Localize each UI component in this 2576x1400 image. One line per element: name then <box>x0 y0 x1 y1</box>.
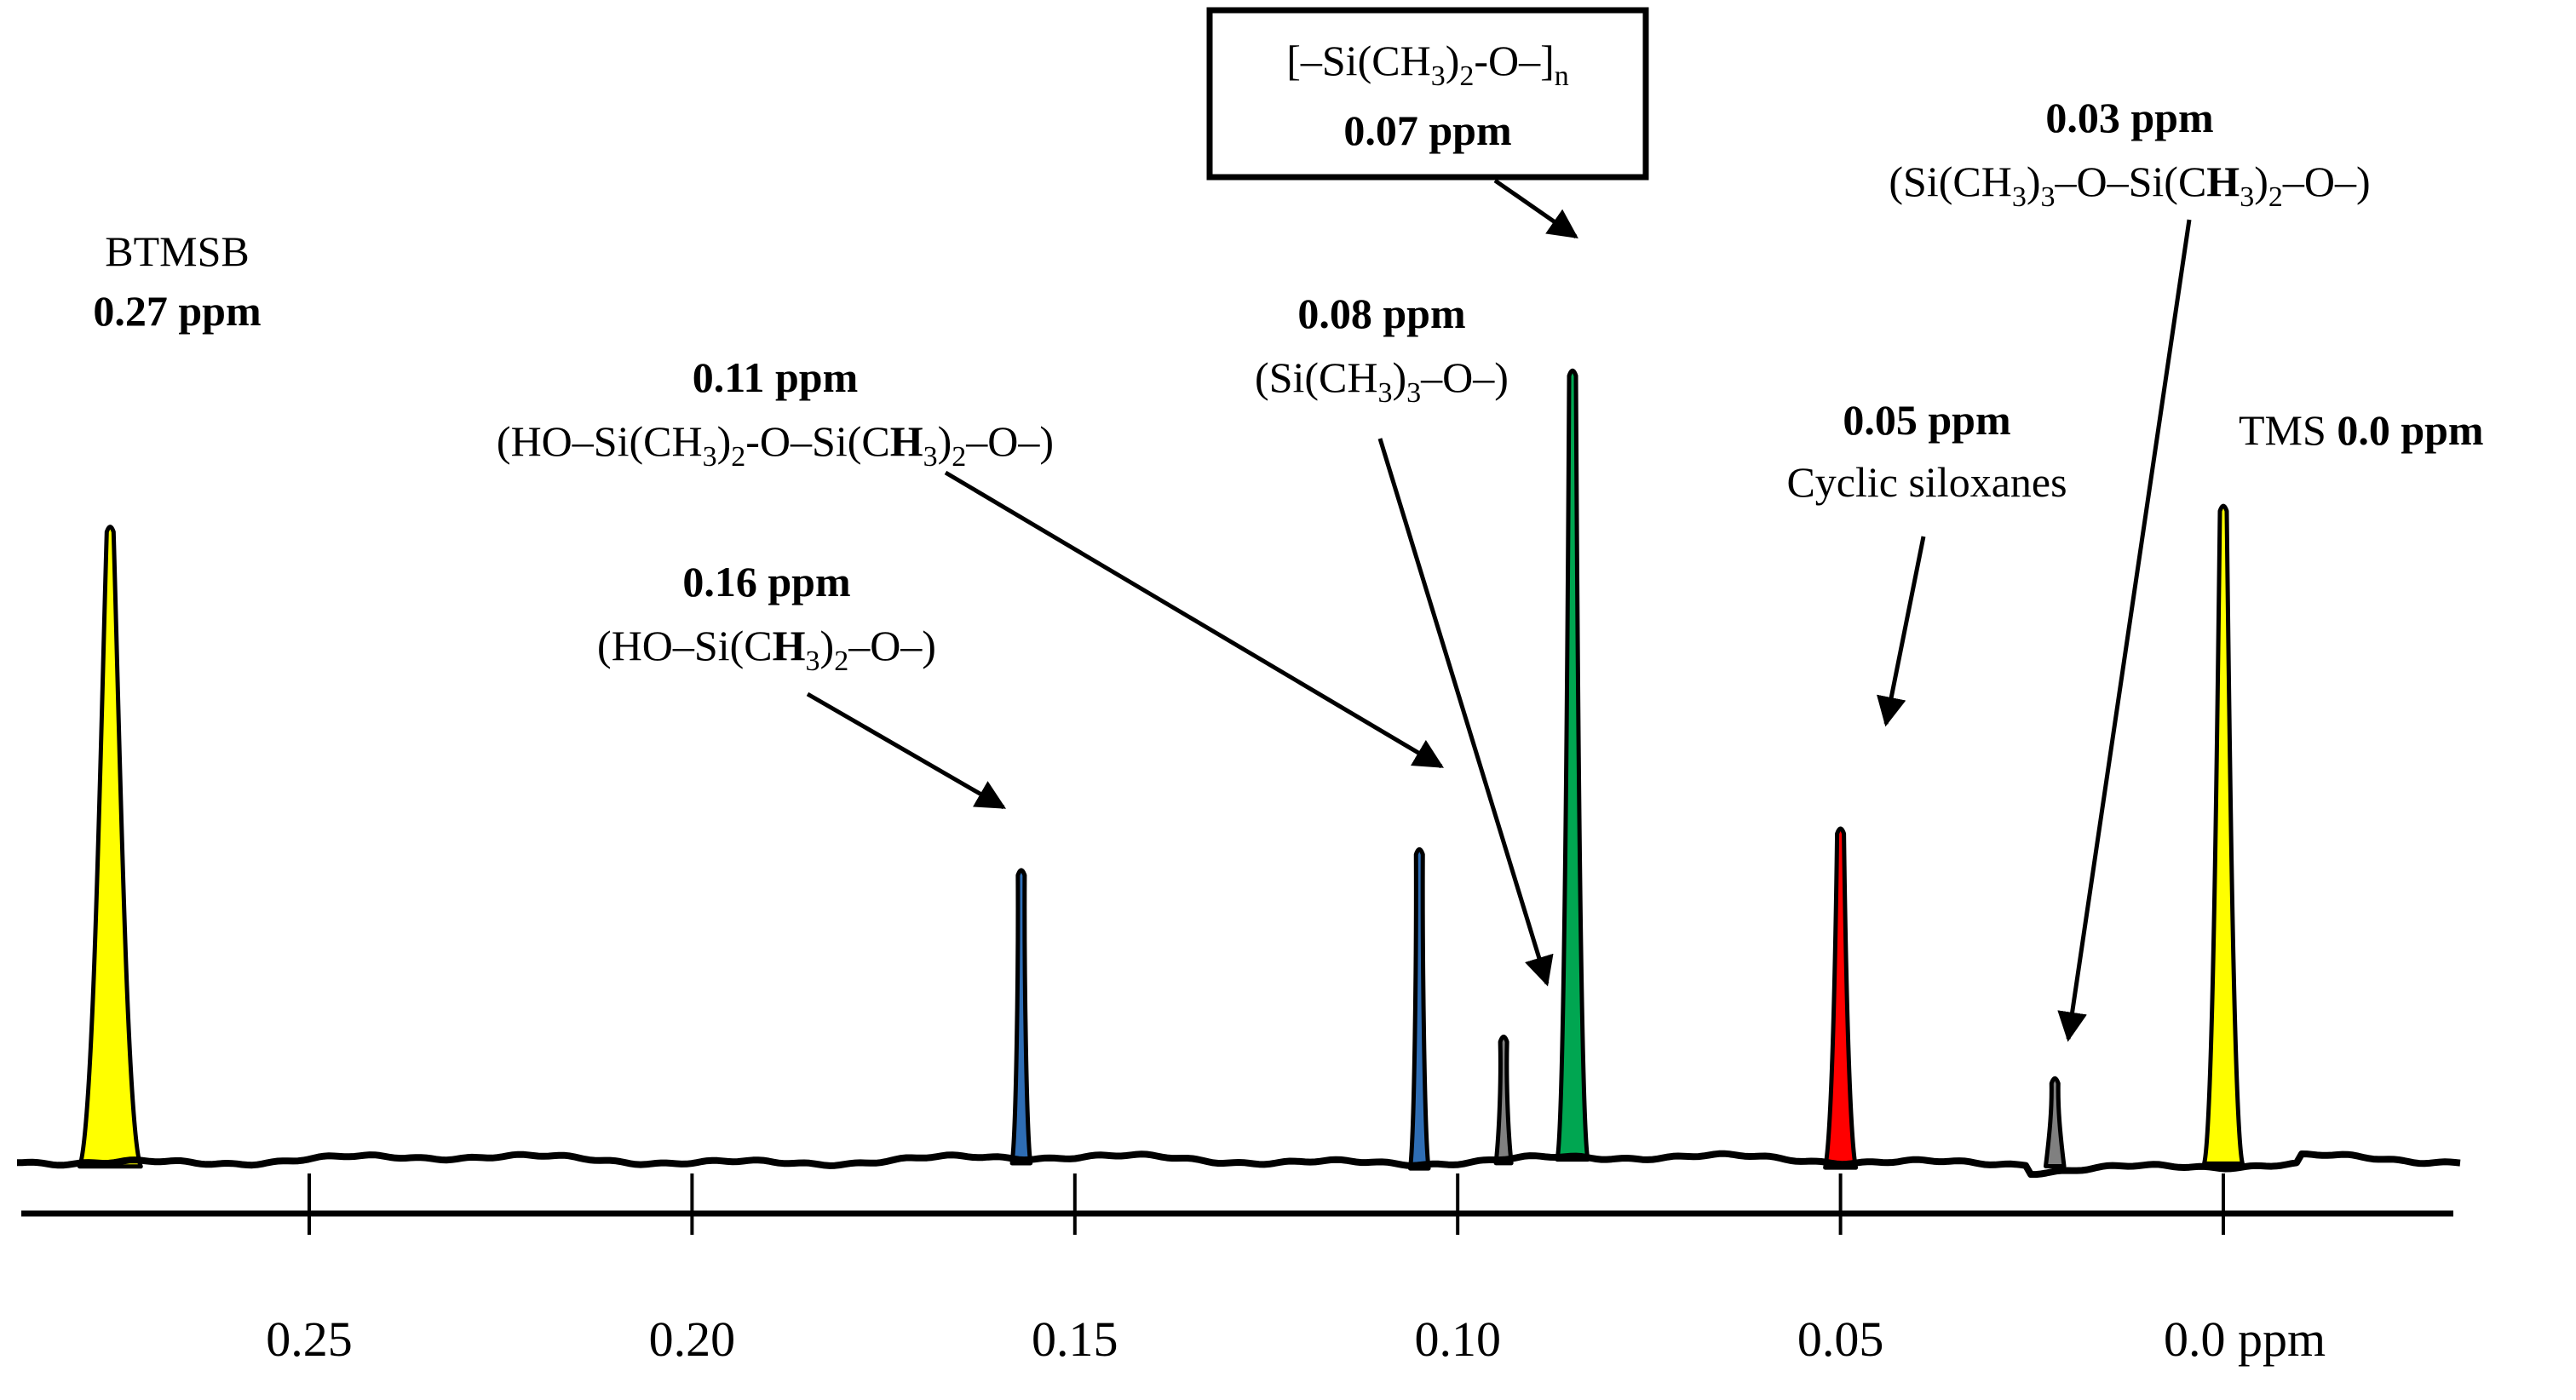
ho-si-o-formula-part-5: –O–) <box>848 622 936 669</box>
cyclic-value: 0.05 ppm <box>1843 396 2010 444</box>
x-axis-ticks: 0.25 0.20 0.15 0.10 0.05 0.0 ppm <box>266 1173 2326 1367</box>
si-ch3-3-o-formula-part-2: ) <box>1393 353 1407 401</box>
ho-si-o-si-o-formula-part-9: –O–) <box>965 417 1054 465</box>
peak-cyclic <box>1823 826 1859 1170</box>
si-ch3-3-o-formula-part-1: 3 <box>1378 377 1393 409</box>
pdms-value: 0.07 ppm <box>1343 106 1511 154</box>
annotation-si-ch3-3-o: 0.08 ppm (Si(CH3)3–O–) <box>1255 290 1509 409</box>
ho-si-o-si-o-formula-part-1: 3 <box>703 441 717 473</box>
x-tick-label: 0.0 ppm <box>2164 1311 2326 1367</box>
arrow-endgroup <box>2057 219 2192 1042</box>
ho-si-o-si-o-value: 0.11 ppm <box>693 353 859 401</box>
peak-endgroup <box>2043 1076 2067 1168</box>
annotation-arrows <box>806 178 2192 1042</box>
pdms-formula-part-2: ) <box>1446 37 1460 84</box>
x-tick-label: 0.10 <box>1414 1311 1501 1367</box>
annotation-endgroup: 0.03 ppm (Si(CH3)3–O–Si(CH3)2–O–) <box>1889 94 2370 213</box>
pdms-formula-part-3: 2 <box>1459 60 1474 92</box>
pdms-formula: [–Si(CH3)2-O–]n <box>1286 37 1569 92</box>
endgroup-formula-part-7: ) <box>2254 158 2268 205</box>
endgroup-formula: (Si(CH3)3–O–Si(CH3)2–O–) <box>1889 158 2370 213</box>
endgroup-formula-part-4: –O–Si(C <box>2054 158 2206 205</box>
endgroup-formula-part-0: (Si(CH <box>1889 158 2011 205</box>
ho-si-o-si-o-formula: (HO–Si(CH3)2-O–Si(CH3)2–O–) <box>497 417 1054 473</box>
endgroup-formula-part-1: 3 <box>2012 181 2027 213</box>
pdms-formula-part-4: -O–] <box>1474 37 1554 84</box>
pdms-formula-part-0: [–Si(CH <box>1286 37 1430 84</box>
annotation-btmsb: BTMSB 0.27 ppm <box>93 227 261 335</box>
annotation-pdms: [–Si(CH3)2-O–]n 0.07 ppm <box>1206 7 1649 181</box>
annotation-ho-si-o-si-o: 0.11 ppm (HO–Si(CH3)2-O–Si(CH3)2–O–) <box>497 353 1054 473</box>
endgroup-value: 0.03 ppm <box>2045 94 2213 141</box>
pdms-label-box <box>1206 7 1649 181</box>
ho-si-o-formula-part-0: (HO–Si(C <box>597 622 773 669</box>
cyclic-name: Cyclic siloxanes <box>1786 458 2067 506</box>
si-ch3-3-o-formula-part-4: –O–) <box>1420 353 1509 401</box>
tms-name: TMS <box>2239 406 2326 454</box>
si-ch3-3-o-formula-part-3: 3 <box>1406 377 1421 409</box>
si-ch3-3-o-value: 0.08 ppm <box>1297 290 1465 337</box>
endgroup-formula-part-5: H <box>2206 158 2240 205</box>
arrow-ho-si-o <box>806 691 1007 810</box>
btmsb-name: BTMSB <box>105 227 250 275</box>
ho-si-o-formula-part-1: H <box>773 622 806 669</box>
annotation-tms: TMS 0.0 ppm <box>2239 406 2484 454</box>
pdms-formula-part-1: 3 <box>1431 60 1446 92</box>
endgroup-formula-part-3: 3 <box>2040 181 2055 213</box>
endgroup-formula-part-9: –O–) <box>2282 158 2371 205</box>
ho-si-o-si-o-formula-part-5: H <box>890 417 923 465</box>
ho-si-o-formula-part-4: 2 <box>834 645 848 677</box>
spectrum-baseline <box>17 1150 2461 1179</box>
tms-space <box>2326 406 2337 454</box>
arrow-ho-si-o-si-o <box>944 470 1445 769</box>
peak-si-ch3-3-o <box>1493 1034 1514 1166</box>
peaks-layer <box>77 368 2245 1171</box>
x-tick-label: 0.25 <box>266 1311 353 1367</box>
x-tick-label: 0.20 <box>649 1311 736 1367</box>
arrow-pdms <box>1493 178 1578 239</box>
endgroup-formula-part-2: ) <box>2027 158 2041 205</box>
si-ch3-3-o-formula-part-0: (Si(CH <box>1255 353 1377 401</box>
x-tick-label: 0.15 <box>1032 1311 1118 1367</box>
ho-si-o-si-o-formula-part-3: 2 <box>731 441 745 473</box>
endgroup-formula-part-8: 2 <box>2268 181 2283 213</box>
ho-si-o-formula-part-2: 3 <box>806 645 820 677</box>
ho-si-o-si-o-formula-part-0: (HO–Si(CH <box>497 417 703 465</box>
annotation-ho-si-o: 0.16 ppm (HO–Si(CH3)2–O–) <box>597 558 936 677</box>
peak-tms <box>2202 503 2245 1166</box>
peak-ho-si-o <box>1009 868 1033 1166</box>
si-ch3-3-o-formula: (Si(CH3)3–O–) <box>1255 353 1509 409</box>
tms-value: 0.0 ppm <box>2337 406 2483 454</box>
ho-si-o-value: 0.16 ppm <box>682 558 850 605</box>
peak-pdms <box>1555 368 1590 1162</box>
ho-si-o-si-o-formula-part-2: ) <box>717 417 732 465</box>
arrow-si-ch3-3-o <box>1377 438 1554 987</box>
annotation-cyclic: 0.05 ppm Cyclic siloxanes <box>1786 396 2067 506</box>
arrow-cyclic <box>1877 536 1926 727</box>
btmsb-value: 0.27 ppm <box>93 287 261 335</box>
ho-si-o-si-o-formula-part-6: 3 <box>923 441 938 473</box>
ho-si-o-formula: (HO–Si(CH3)2–O–) <box>597 622 936 677</box>
peak-ho-si-o-si-o <box>1407 846 1431 1171</box>
ho-si-o-si-o-formula-part-4: -O–Si(C <box>745 417 889 465</box>
pdms-formula-part-5: n <box>1555 60 1569 92</box>
ho-si-o-si-o-formula-part-8: 2 <box>952 441 966 473</box>
endgroup-formula-part-6: 3 <box>2240 181 2254 213</box>
peak-btmsb <box>77 525 143 1169</box>
x-tick-label: 0.05 <box>1797 1311 1884 1367</box>
ho-si-o-formula-part-3: ) <box>820 622 835 669</box>
ho-si-o-si-o-formula-part-7: ) <box>938 417 952 465</box>
